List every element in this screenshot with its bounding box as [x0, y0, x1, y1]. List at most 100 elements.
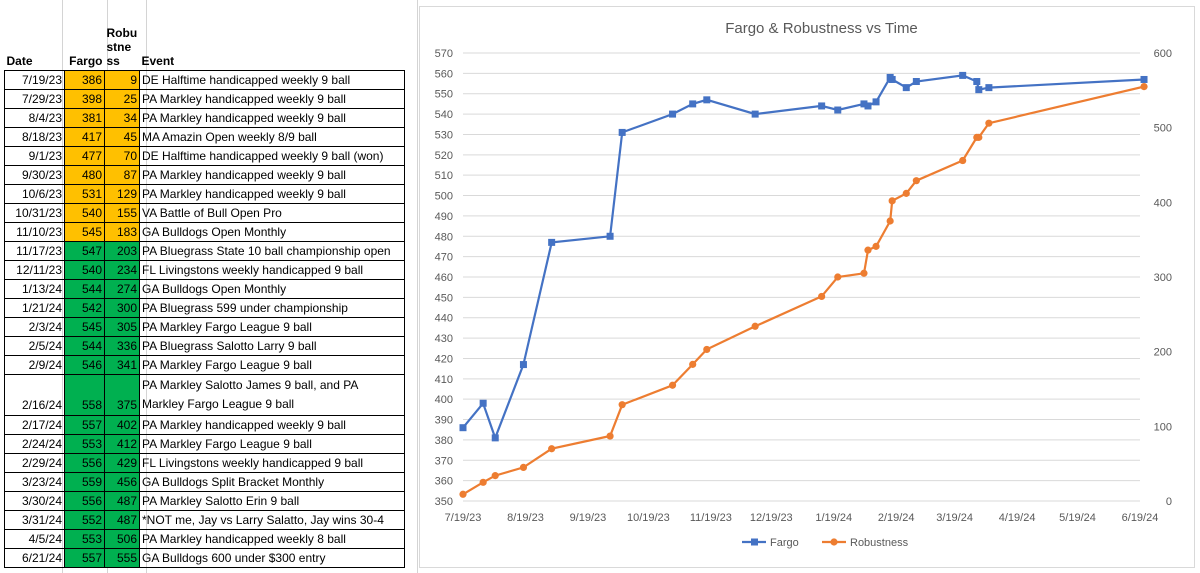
cell-fargo[interactable]: 544 [64, 336, 105, 356]
cell-event[interactable]: GA Bulldogs Open Monthly [139, 279, 405, 299]
header-fargo[interactable]: Fargo [69, 54, 103, 68]
cell-fargo[interactable]: 398 [64, 89, 105, 109]
cell-event[interactable]: GA Bulldogs Open Monthly [139, 222, 405, 242]
cell-robustness[interactable]: 305 [104, 317, 140, 337]
cell-robustness[interactable]: 429 [104, 453, 140, 473]
cell-date[interactable]: 10/31/23 [4, 203, 65, 223]
cell-fargo[interactable]: 557 [64, 415, 105, 435]
cell-fargo[interactable]: 480 [64, 165, 105, 185]
cell-event[interactable]: PA Bluegrass 599 under championship [139, 298, 405, 318]
cell-robustness[interactable]: 506 [104, 529, 140, 549]
cell-fargo[interactable]: 386 [64, 70, 105, 90]
cell-date[interactable]: 1/21/24 [4, 298, 65, 318]
cell-event[interactable]: PA Markley Fargo League 9 ball [139, 355, 405, 375]
cell-event[interactable]: FL Livingstons weekly handicapped 9 ball [139, 453, 405, 473]
cell-event[interactable]: MA Amazin Open weekly 8/9 ball [139, 127, 405, 147]
cell-event[interactable]: PA Markley handicapped weekly 9 ball [139, 184, 405, 204]
cell-robustness[interactable]: 487 [104, 510, 140, 530]
header-robustness[interactable]: Robustness [106, 26, 138, 68]
cell-date[interactable]: 1/13/24 [4, 279, 65, 299]
cell-fargo[interactable]: 545 [64, 317, 105, 337]
cell-fargo[interactable]: 546 [64, 355, 105, 375]
cell-robustness[interactable]: 87 [104, 165, 140, 185]
cell-robustness[interactable]: 34 [104, 108, 140, 128]
cell-fargo[interactable]: 558 [64, 374, 105, 416]
header-date[interactable]: Date [6, 54, 33, 68]
cell-robustness[interactable]: 45 [104, 127, 140, 147]
cell-fargo[interactable]: 556 [64, 491, 105, 511]
cell-date[interactable]: 2/16/24 [4, 374, 65, 416]
cell-robustness[interactable]: 487 [104, 491, 140, 511]
cell-fargo[interactable]: 553 [64, 529, 105, 549]
cell-event[interactable]: DE Halftime handicapped weekly 9 ball [139, 70, 405, 90]
cell-event[interactable]: PA Markley Fargo League 9 ball [139, 317, 405, 337]
cell-date[interactable]: 2/17/24 [4, 415, 65, 435]
cell-robustness[interactable]: 555 [104, 548, 140, 568]
cell-date[interactable]: 7/19/23 [4, 70, 65, 90]
cell-date[interactable]: 3/30/24 [4, 491, 65, 511]
cell-event[interactable]: PA Markley handicapped weekly 8 ball [139, 529, 405, 549]
cell-event[interactable]: DE Halftime handicapped weekly 9 ball (w… [139, 146, 405, 166]
cell-robustness[interactable]: 341 [104, 355, 140, 375]
cell-date[interactable]: 8/4/23 [4, 108, 65, 128]
cell-event[interactable]: GA Bulldogs 600 under $300 entry [139, 548, 405, 568]
cell-date[interactable]: 7/29/23 [4, 89, 65, 109]
cell-robustness[interactable]: 25 [104, 89, 140, 109]
cell-date[interactable]: 3/31/24 [4, 510, 65, 530]
chart[interactable]: Fargo & Robustness vs Time 350 360 370 380 39… [419, 6, 1195, 568]
cell-event[interactable]: PA Markley handicapped weekly 9 ball [139, 165, 405, 185]
cell-robustness[interactable]: 9 [104, 70, 140, 90]
cell-date[interactable]: 11/10/23 [4, 222, 65, 242]
cell-event[interactable]: PA Markley handicapped weekly 9 ball [139, 108, 405, 128]
cell-date[interactable]: 4/5/24 [4, 529, 65, 549]
cell-date[interactable]: 9/30/23 [4, 165, 65, 185]
cell-event[interactable]: PA Bluegrass State 10 ball championship … [139, 241, 405, 261]
cell-fargo[interactable]: 540 [64, 260, 105, 280]
cell-event[interactable]: VA Battle of Bull Open Pro [139, 203, 405, 223]
cell-robustness[interactable]: 203 [104, 241, 140, 261]
cell-date[interactable]: 2/29/24 [4, 453, 65, 473]
cell-date[interactable]: 10/6/23 [4, 184, 65, 204]
cell-fargo[interactable]: 559 [64, 472, 105, 492]
cell-event[interactable]: FL Livingstons weekly handicapped 9 ball [139, 260, 405, 280]
cell-date[interactable]: 2/9/24 [4, 355, 65, 375]
cell-fargo[interactable]: 552 [64, 510, 105, 530]
cell-robustness[interactable]: 300 [104, 298, 140, 318]
cell-event[interactable]: PA Markley Salotto Erin 9 ball [139, 491, 405, 511]
cell-fargo[interactable]: 556 [64, 453, 105, 473]
cell-fargo[interactable]: 544 [64, 279, 105, 299]
cell-fargo[interactable]: 557 [64, 548, 105, 568]
cell-date[interactable]: 2/5/24 [4, 336, 65, 356]
cell-robustness[interactable]: 456 [104, 472, 140, 492]
cell-event[interactable]: PA Markley handicapped weekly 9 ball [139, 89, 405, 109]
cell-date[interactable]: 6/21/24 [4, 548, 65, 568]
cell-fargo[interactable]: 553 [64, 434, 105, 454]
cell-robustness[interactable]: 183 [104, 222, 140, 242]
cell-date[interactable]: 2/3/24 [4, 317, 65, 337]
cell-fargo[interactable]: 417 [64, 127, 105, 147]
cell-event[interactable]: *NOT me, Jay vs Larry Salatto, Jay wins … [139, 510, 405, 530]
cell-robustness[interactable]: 412 [104, 434, 140, 454]
header-event[interactable]: Event [141, 54, 175, 68]
cell-robustness[interactable]: 402 [104, 415, 140, 435]
cell-robustness[interactable]: 155 [104, 203, 140, 223]
cell-date[interactable]: 3/23/24 [4, 472, 65, 492]
cell-robustness[interactable]: 274 [104, 279, 140, 299]
cell-fargo[interactable]: 531 [64, 184, 105, 204]
cell-fargo[interactable]: 547 [64, 241, 105, 261]
cell-robustness[interactable]: 129 [104, 184, 140, 204]
cell-fargo[interactable]: 540 [64, 203, 105, 223]
cell-robustness[interactable]: 375 [104, 374, 140, 416]
cell-fargo[interactable]: 477 [64, 146, 105, 166]
cell-event[interactable]: PA Markley handicapped weekly 9 ball [139, 415, 405, 435]
cell-fargo[interactable]: 542 [64, 298, 105, 318]
cell-robustness[interactable]: 234 [104, 260, 140, 280]
cell-event[interactable]: PA Markley Fargo League 9 ball [139, 434, 405, 454]
cell-date[interactable]: 8/18/23 [4, 127, 65, 147]
cell-event[interactable]: GA Bulldogs Split Bracket Monthly [139, 472, 405, 492]
cell-fargo[interactable]: 381 [64, 108, 105, 128]
cell-event[interactable]: PA Markley Salotto James 9 ball, and PA … [139, 374, 405, 416]
cell-date[interactable]: 9/1/23 [4, 146, 65, 166]
cell-fargo[interactable]: 545 [64, 222, 105, 242]
cell-date[interactable]: 11/17/23 [4, 241, 65, 261]
